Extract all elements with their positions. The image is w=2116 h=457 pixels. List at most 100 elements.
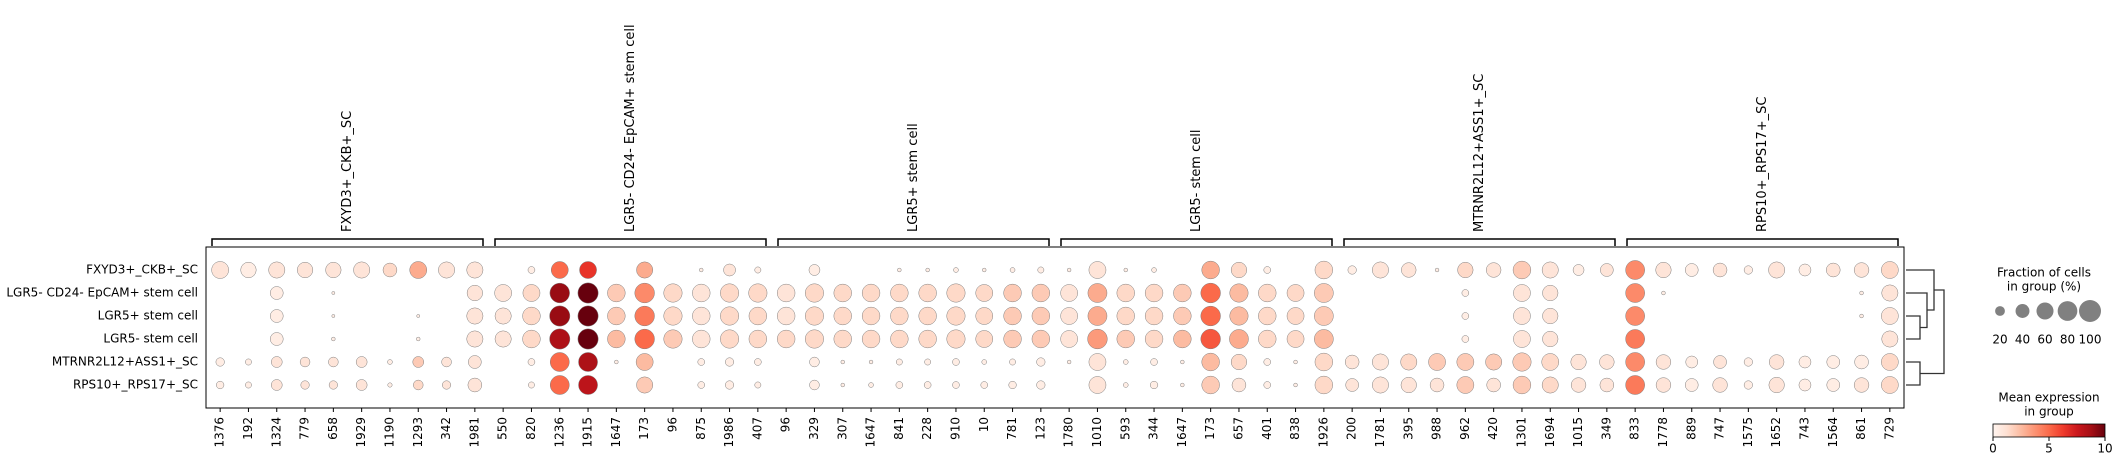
dot [1008,380,1017,390]
dot [1625,283,1645,303]
plot-frame [205,246,1905,409]
dot [578,352,598,372]
dot [1655,354,1672,370]
dot [777,329,796,349]
x-tick-label: 407 [750,417,764,440]
x-tick-label: 820 [524,417,538,440]
x-tick-label: 344 [1147,417,1161,440]
dot [692,283,711,303]
dot [1088,353,1107,371]
dot [1087,306,1108,326]
dot [1625,329,1645,349]
size-legend-label: 60 [2037,333,2052,347]
dot [215,357,225,367]
x-tick-label: 1647 [1175,417,1189,448]
dot [1009,267,1016,273]
x-tick-label: 228 [920,417,934,440]
x-tick-label: 401 [1260,417,1274,440]
dot [1513,307,1531,325]
dot [1144,306,1164,326]
dot [549,282,570,304]
dot [1461,335,1470,343]
dot [494,284,512,302]
dot [1512,260,1532,280]
colorbar-tick-label: 5 [2045,442,2053,456]
size-legend-dot [2057,301,2078,321]
x-tick-label: 841 [892,417,906,440]
dot [1372,376,1389,394]
x-tick-label: 329 [807,417,821,440]
dot [607,283,626,303]
dot [1116,329,1135,349]
dot [925,267,930,273]
dot [868,359,874,365]
dot [1116,306,1135,326]
dot [577,282,599,304]
x-tick-label: 910 [948,417,962,440]
dot [1060,330,1078,348]
dot [382,262,398,278]
dot [1853,262,1870,278]
dot [1457,261,1474,279]
dot [1881,376,1899,394]
dot [1060,284,1078,302]
dot [1881,330,1899,348]
dot [494,307,512,325]
dot [748,306,767,326]
dot [1229,306,1249,326]
x-tick-label: 420 [1486,417,1500,440]
dot [1263,266,1271,274]
dot [918,306,937,326]
x-tick-label: 192 [241,417,255,440]
dot [1230,261,1247,279]
dot [1572,264,1585,276]
dot [1512,352,1532,372]
dot [804,306,824,326]
dot [577,328,599,350]
dot [890,329,909,349]
dot [946,283,966,303]
x-tick-label: 1190 [382,417,396,448]
dot [577,305,599,327]
dot [692,306,711,326]
dot [578,375,598,395]
dot [1541,353,1560,371]
dot [1542,307,1559,325]
dot [1743,357,1753,367]
group-bracket [1060,238,1333,246]
dot [299,356,311,368]
dot [1036,357,1046,367]
dot [494,330,512,348]
x-tick-label: 1647 [864,417,878,448]
dot [614,359,619,365]
row-label: MTRNR2L12+ASS1+_SC [52,355,198,369]
dot [1372,353,1389,371]
dot [868,382,874,388]
dendrogram-branch [1906,315,1921,340]
dot [1853,377,1870,393]
dot [1200,305,1221,327]
dot [331,291,336,295]
dot [1798,263,1812,277]
dot [1542,284,1559,302]
dot [720,306,740,326]
dot [1512,375,1532,395]
dot [1036,380,1046,390]
dot [748,283,768,303]
dot [1180,382,1185,388]
dendrogram-branch [1906,292,1928,329]
dot [1180,359,1185,365]
x-tick-label: 123 [1033,417,1047,440]
dot [387,382,393,388]
dot [1201,352,1220,372]
dot [466,261,484,279]
dot [1314,306,1334,326]
dot [1485,353,1503,371]
x-tick-label: 657 [1231,417,1245,440]
dot [636,376,654,394]
dot [1229,283,1249,303]
size-legend-label: 40 [2015,333,2030,347]
dot [1372,261,1389,279]
x-tick-label: 1778 [1656,417,1670,448]
row-label: RPS10+_RPS17+_SC [73,378,198,392]
